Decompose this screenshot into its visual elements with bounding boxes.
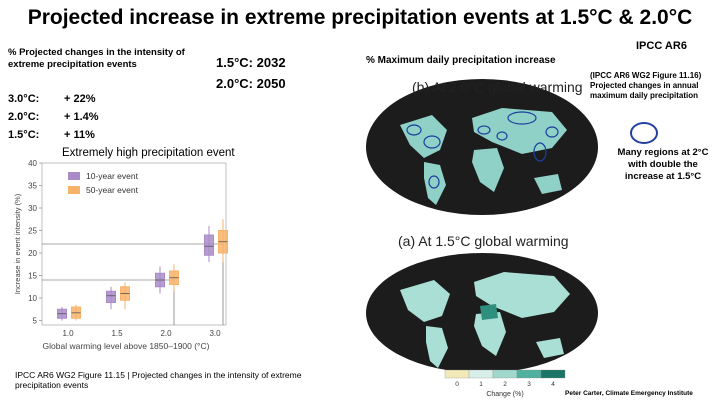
map-highlight-ovals — [406, 111, 559, 189]
y-tick-label: 5 — [33, 317, 38, 326]
year-value: 2050 — [256, 76, 286, 91]
map-a-label: (a) At 1.5°C global warming — [398, 233, 569, 249]
x-tick-label: 3.0 — [209, 329, 221, 338]
y-tick-label: 30 — [28, 204, 37, 213]
increase-level: 1.5°C: — [8, 129, 40, 141]
map-2c: (b) At 2.0°C global warming — [366, 79, 598, 215]
map-land — [400, 272, 570, 368]
increase-row-2: 2.0°C: + 1.4% — [8, 111, 99, 123]
increase-value: + 22% — [64, 93, 96, 105]
legend-swatch — [68, 172, 80, 180]
year-label: 1.5°C: — [216, 55, 253, 70]
increase-level: 3.0°C: — [8, 93, 40, 105]
increase-level: 2.0°C: — [8, 111, 40, 123]
map-b-label: (b) At 2.0°C global warming — [412, 79, 583, 95]
colorbar-tick: 3 — [527, 381, 531, 388]
x-tick-label: 1.0 — [62, 329, 74, 338]
year-value: 2032 — [256, 55, 286, 70]
x-tick-label: 2.0 — [160, 329, 172, 338]
map-title: % Maximum daily precipitation increase — [366, 55, 556, 66]
y-tick-label: 10 — [28, 294, 37, 303]
legend-label: 50-year event — [86, 185, 139, 195]
colorbar-swatch — [516, 369, 542, 379]
colorbar-swatch — [468, 369, 494, 379]
y-tick-label: 15 — [28, 272, 37, 281]
year-label: 2.0°C: — [216, 76, 253, 91]
colorbar-tick: 2 — [503, 381, 507, 388]
colorbar-swatch — [444, 369, 470, 379]
ipcc-label: IPCC AR6 — [636, 40, 687, 52]
map-1-5c: (a) At 1.5°C global warming — [366, 233, 598, 373]
increase-value: + 1.4% — [64, 111, 99, 123]
colorbar-tick: 0 — [455, 381, 459, 388]
colorbar-swatch — [492, 369, 518, 379]
y-tick-label: 35 — [28, 182, 37, 191]
legend-swatch — [68, 186, 80, 194]
increase-row-1: 3.0°C: + 22% — [8, 93, 96, 105]
box — [204, 234, 214, 256]
colorbar-tick: 1 — [479, 381, 483, 388]
region-oval-icon — [630, 122, 658, 144]
box — [106, 290, 116, 303]
colorbar: 0 1 2 3 4 Change (%) — [444, 369, 566, 398]
map-hotspot — [480, 304, 498, 320]
x-tick-label: 1.5 — [111, 329, 123, 338]
increase-row-3: 1.5°C: + 11% — [8, 129, 95, 141]
figure-caption: IPCC AR6 WG2 Figure 11.15 | Projected ch… — [15, 370, 302, 390]
y-axis-label: Increase in event intensity (%) — [13, 193, 22, 294]
boxplot-chart: 5 10 15 20 25 30 35 40 1.0 1.5 2.0 3.0 10-year event… — [13, 159, 228, 351]
colorbar-tick: 4 — [551, 381, 555, 388]
colorbar-label: Change (%) — [486, 391, 523, 398]
map-globe-background — [366, 79, 598, 215]
colorbar-swatch — [540, 369, 566, 379]
chart-title: Extremely high precipitation event — [62, 147, 235, 159]
left-subtitle: % Projected changes in the intensity of … — [8, 47, 185, 70]
year-row-1: 1.5°C: 2032 — [216, 55, 286, 70]
figure-note: (IPCC AR6 WG2 Figure 11.16) Projected ch… — [590, 71, 702, 100]
many-regions-note: Many regions at 2°C with double the incr… — [617, 147, 709, 182]
x-axis-label: Global warming level above 1850–1900 (°C… — [43, 341, 210, 351]
y-tick-label: 40 — [28, 159, 37, 168]
page-title: Projected increase in extreme precipitat… — [27, 6, 693, 29]
legend-label: 10-year event — [86, 171, 139, 181]
y-tick-label: 25 — [28, 227, 37, 236]
increase-value: + 11% — [64, 129, 95, 141]
y-tick-label: 20 — [28, 249, 37, 258]
author-credit: Peter Carter, Climate Emergency Institut… — [565, 390, 693, 397]
year-row-2: 2.0°C: 2050 — [216, 76, 286, 91]
